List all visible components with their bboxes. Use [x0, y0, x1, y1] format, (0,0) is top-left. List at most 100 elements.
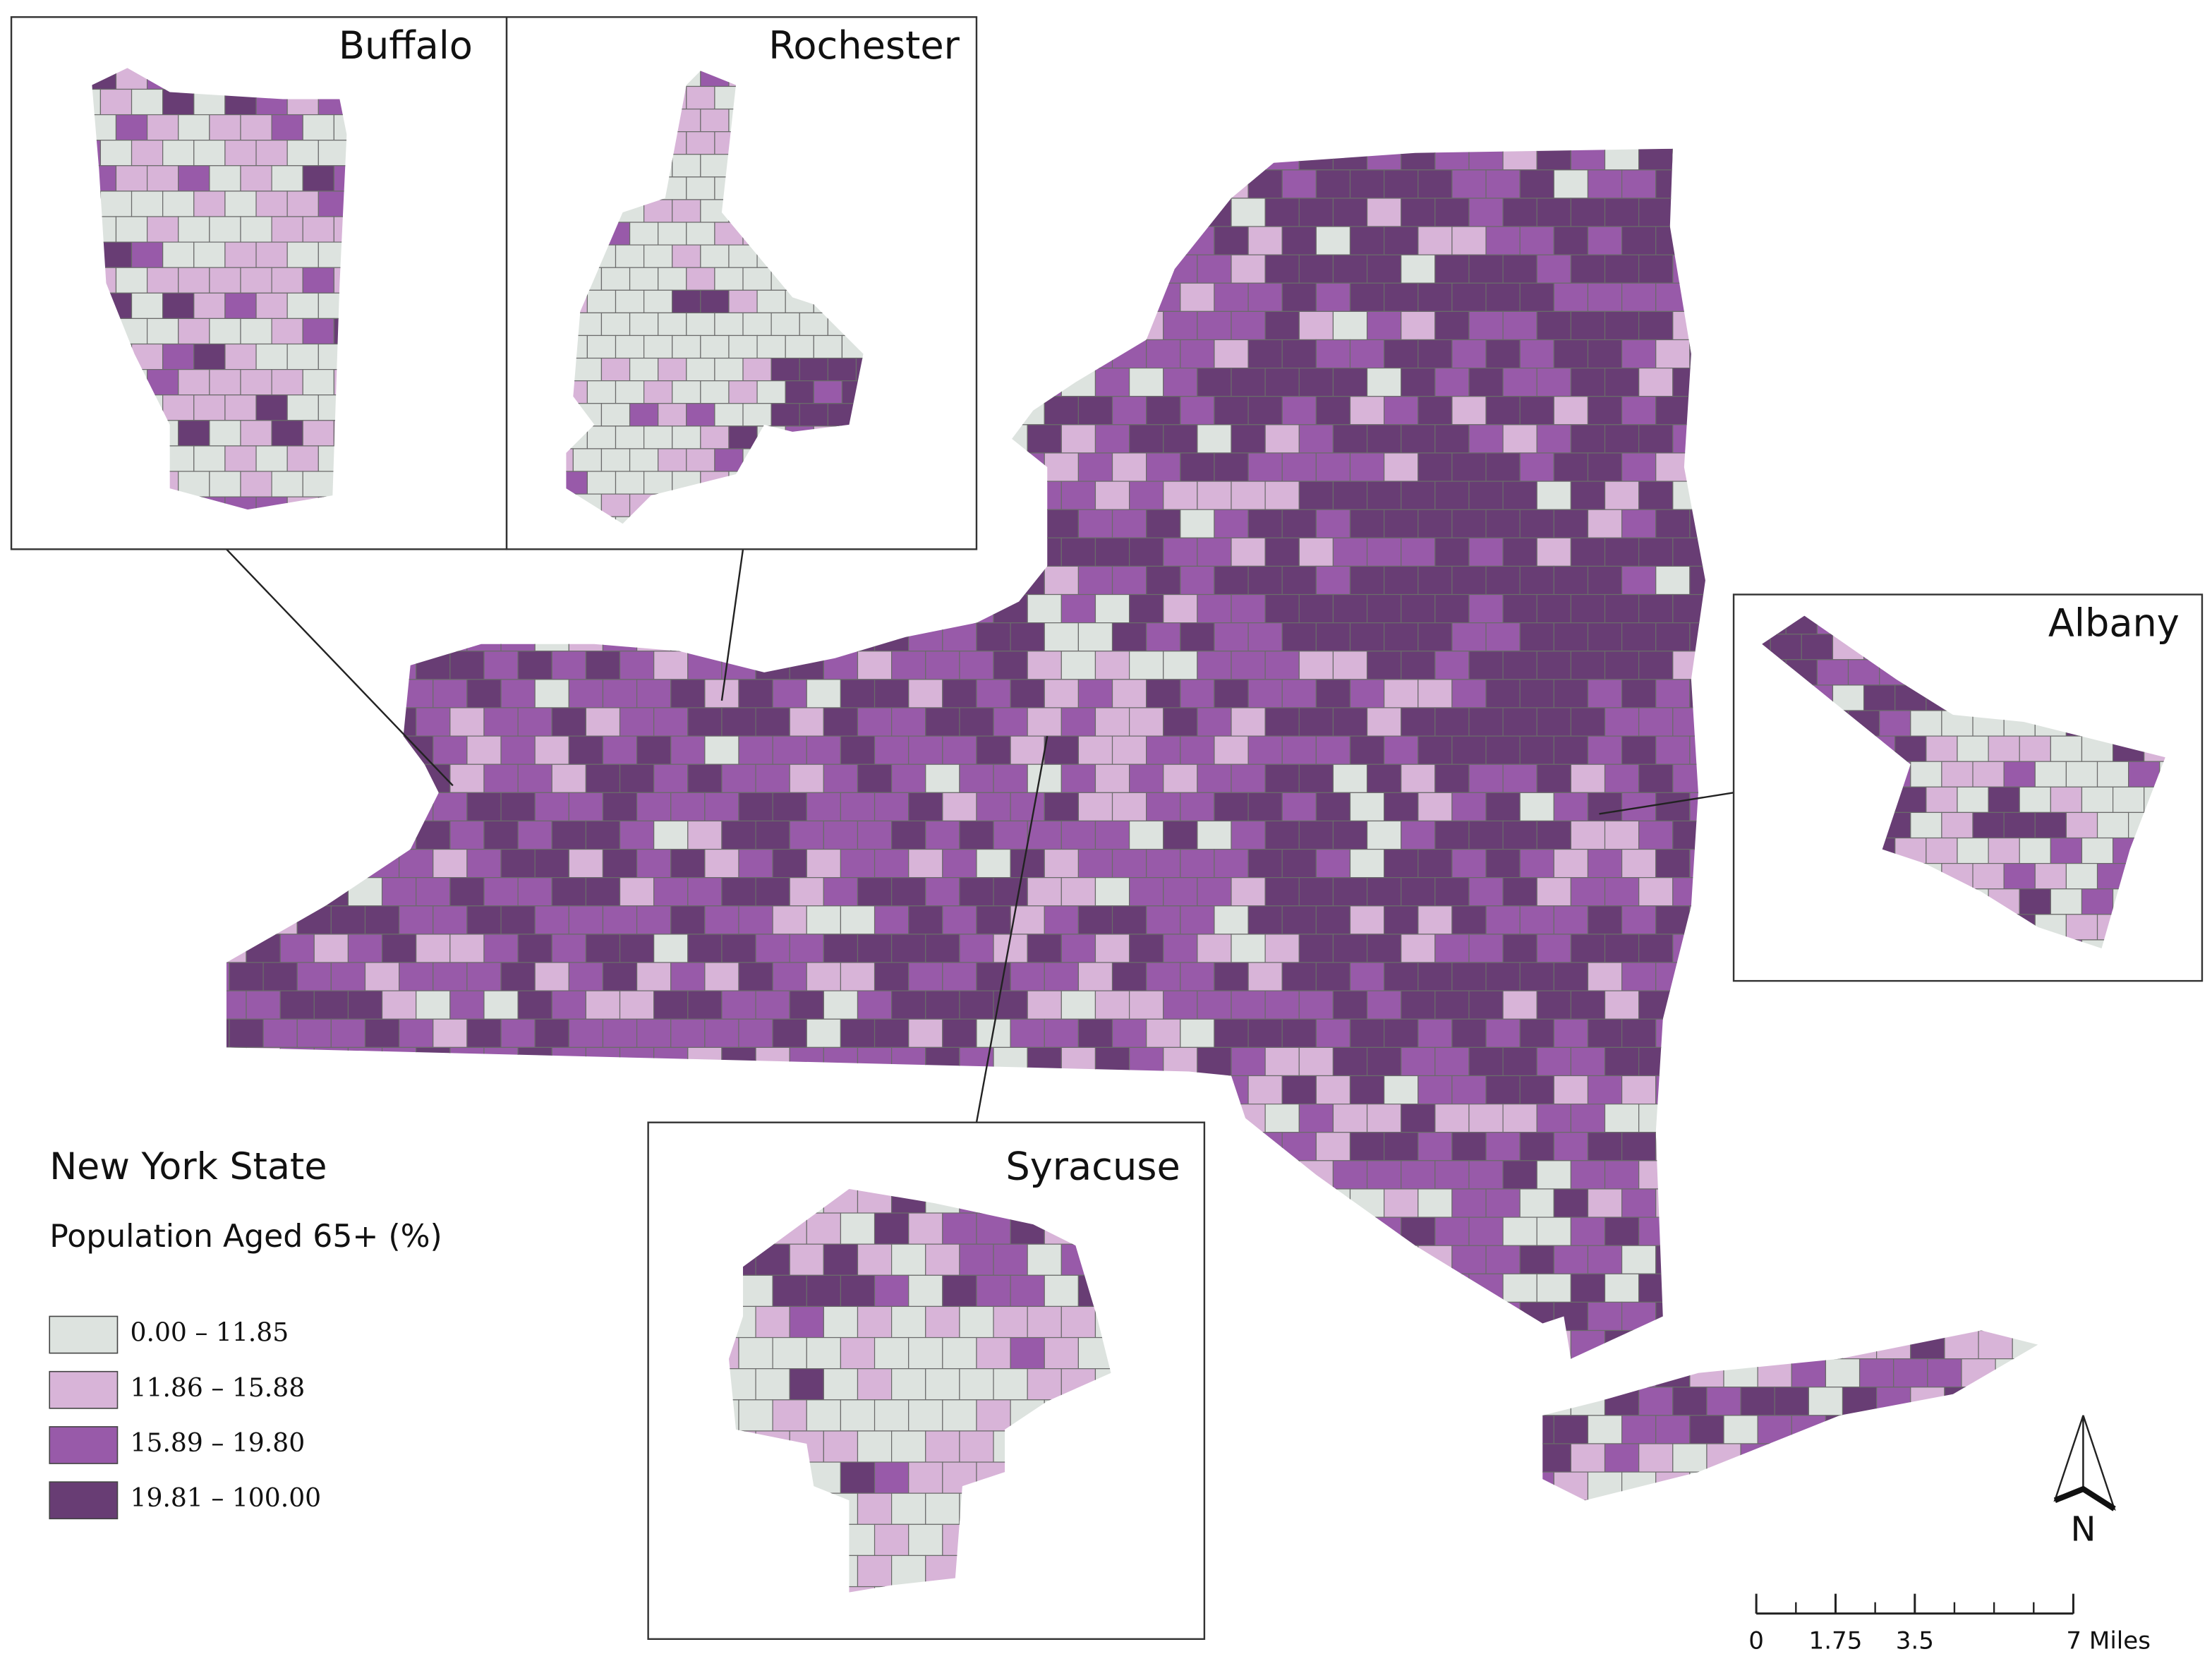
tract [1801, 634, 1834, 660]
tract [1111, 905, 1147, 935]
tract [1366, 1104, 1402, 1133]
tract [1384, 1301, 1419, 1332]
tract [2029, 226, 2038, 255]
tract [704, 848, 739, 879]
tract [433, 962, 468, 991]
tract [704, 1075, 739, 1105]
tract [1553, 226, 1589, 255]
tract [1247, 622, 1283, 652]
tract [1570, 424, 1606, 454]
tract [1961, 396, 1996, 425]
tract [1281, 1358, 1317, 1388]
tract [1366, 820, 1402, 850]
tract [1944, 1273, 1979, 1303]
tract [2029, 1245, 2038, 1274]
tract [1298, 1387, 1334, 1416]
tract [728, 425, 758, 449]
tract [1485, 1301, 1521, 1332]
tract [1298, 1443, 1334, 1473]
tract [993, 424, 1028, 454]
tract [347, 651, 383, 680]
tract [908, 792, 943, 822]
tract [602, 1018, 638, 1048]
tract [1604, 1217, 1640, 1246]
tract [226, 934, 247, 963]
tract [1281, 1075, 1317, 1105]
tract [1978, 1160, 2013, 1190]
tract [1553, 735, 1589, 765]
tract [1825, 1358, 1861, 1388]
tract [449, 707, 485, 737]
tract [700, 380, 730, 404]
tract [1621, 1018, 1657, 1048]
tract [1995, 565, 2030, 596]
tract [823, 593, 859, 624]
tract [1723, 339, 1758, 369]
tract [364, 622, 400, 652]
tract [636, 565, 672, 596]
tract [1587, 339, 1623, 369]
tract [271, 471, 303, 497]
tract [942, 1075, 977, 1105]
tract [1094, 368, 1130, 397]
tract [857, 651, 893, 680]
tract [1519, 1415, 1554, 1444]
tract [1553, 1188, 1589, 1218]
tract [686, 131, 715, 155]
tract [942, 1018, 977, 1048]
tract [1638, 1387, 1674, 1416]
tract [1315, 509, 1351, 538]
tract [1536, 1443, 1571, 1473]
tract [619, 593, 655, 624]
tract [2065, 761, 2098, 787]
tract [2029, 396, 2038, 425]
tract [1434, 537, 1470, 567]
tract [1638, 651, 1674, 680]
tract [1689, 339, 1724, 369]
tract [1231, 877, 1266, 907]
tract [1587, 1132, 1623, 1161]
tract [1910, 198, 1945, 227]
tract [1740, 424, 1775, 454]
tract [1689, 565, 1724, 596]
tract [1519, 396, 1554, 425]
tract [2019, 888, 2051, 915]
tract [1825, 339, 1861, 369]
tract [1876, 368, 1911, 397]
tract [653, 877, 689, 907]
tract [1180, 339, 1215, 369]
tract [1434, 1329, 1470, 1360]
tract [1434, 877, 1470, 907]
tract [629, 267, 659, 291]
tract [1384, 1415, 1419, 1444]
tract [551, 1329, 586, 1360]
tract [602, 679, 638, 708]
tract [1774, 990, 1809, 1020]
tract [500, 792, 536, 822]
tract [1893, 1301, 1928, 1332]
tract [483, 1104, 519, 1133]
tract [399, 1301, 434, 1332]
tract [615, 334, 645, 359]
tract [1536, 820, 1571, 850]
tract [1111, 735, 1147, 765]
tract [483, 990, 519, 1020]
tract [1570, 1443, 1606, 1473]
tract [1978, 1046, 2013, 1077]
tract [1418, 396, 1453, 425]
tract [1893, 169, 1928, 199]
tract [993, 820, 1028, 850]
tract [1485, 1358, 1521, 1388]
tract [1146, 735, 1181, 765]
tract [891, 1368, 926, 1401]
tract [1180, 905, 1215, 935]
tract [738, 905, 773, 935]
tract [2050, 888, 2083, 915]
tract [2046, 1331, 2080, 1359]
tract [1791, 1075, 1827, 1105]
tract [466, 905, 502, 935]
tract [1995, 169, 2030, 199]
tract [1214, 1471, 1249, 1501]
tract [271, 216, 303, 243]
